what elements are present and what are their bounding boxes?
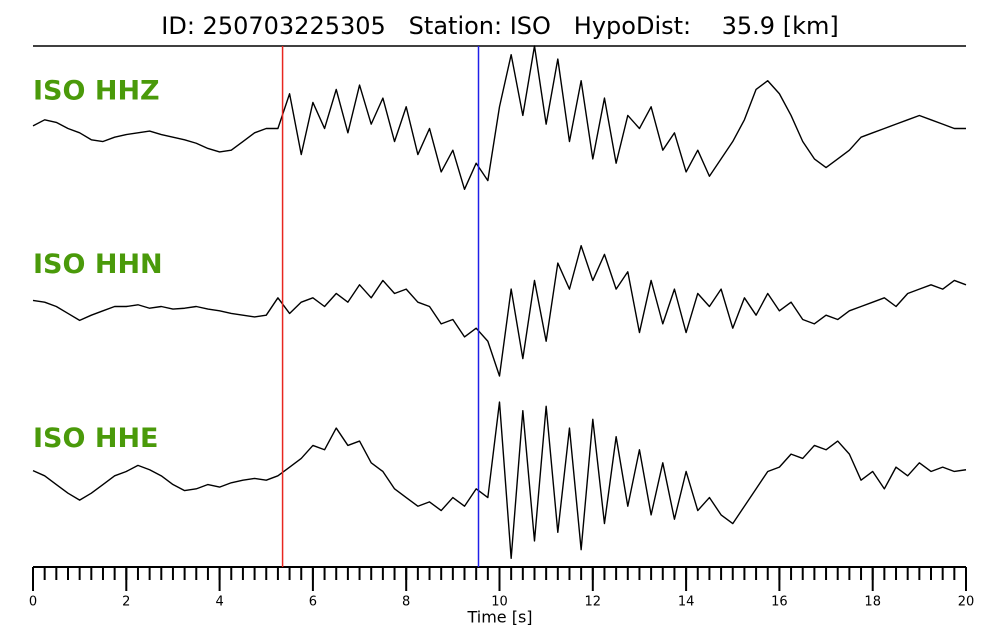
waveform [32, 401, 967, 560]
x-tick-label: 4 [215, 595, 223, 610]
x-tick-label: 16 [771, 595, 788, 610]
channel-label: ISO HHN [33, 249, 163, 280]
waveform [32, 45, 966, 190]
x-axis-label: Time [s] [466, 608, 532, 627]
waveform [32, 245, 967, 377]
channel-label: ISO HHE [33, 423, 158, 454]
x-tick-label: 10 [491, 595, 508, 610]
chart-title: ID: 250703225305 Station: ISO HypoDist: … [161, 12, 838, 40]
x-tick-label: 8 [402, 595, 410, 610]
x-tick-label: 2 [122, 595, 130, 610]
x-tick-label: 0 [29, 595, 37, 610]
x-tick-label: 14 [678, 595, 695, 610]
x-tick-label: 18 [864, 595, 881, 610]
x-tick-label: 6 [309, 595, 317, 610]
x-tick-label: 12 [585, 595, 602, 610]
channel-label: ISO HHZ [33, 76, 160, 107]
x-tick-label: 20 [958, 595, 975, 610]
